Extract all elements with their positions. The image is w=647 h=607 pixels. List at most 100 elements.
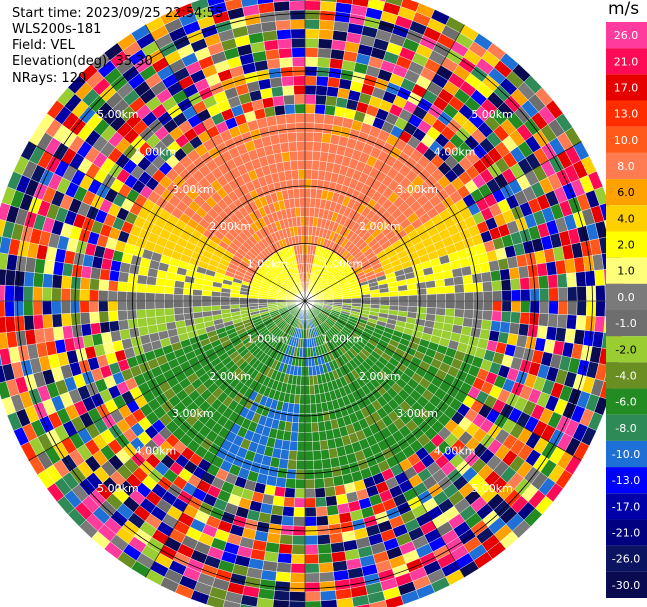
gate-cell (297, 422, 306, 433)
gate-cell (276, 123, 288, 135)
gate-cell (326, 86, 339, 98)
gate-cell (145, 284, 156, 294)
gate-cell (316, 412, 325, 423)
gate-cell (298, 403, 306, 414)
gate-cell (304, 150, 314, 161)
gate-cell (0, 268, 7, 286)
gate-cell (299, 197, 306, 208)
gate-cell (276, 467, 288, 479)
gate-cell (293, 507, 306, 518)
gate-cell (269, 514, 283, 526)
gate-cell (536, 262, 548, 277)
gate-cell (173, 293, 184, 302)
gate-cell (325, 495, 338, 507)
gate-cell (492, 300, 503, 312)
gate-cell (304, 450, 314, 461)
gate-cell (444, 308, 456, 317)
gate-cell (99, 321, 111, 334)
gate-cell (586, 300, 597, 317)
gate-cell (304, 460, 315, 471)
gate-cell (277, 552, 292, 564)
gate-cell (304, 216, 310, 227)
gate-cell (154, 308, 166, 317)
field-label: Field: VEL (12, 38, 75, 53)
gate-cell (304, 600, 322, 607)
range-ring-label: 1.00km (247, 258, 289, 271)
gate-cell (473, 291, 484, 302)
gate-cell (23, 271, 35, 287)
gate-cell (304, 178, 312, 189)
colorbar-tick-label: -30.0 (612, 579, 640, 592)
gate-cell (416, 306, 428, 314)
gate-cell (154, 292, 165, 302)
gate-cell (322, 467, 334, 479)
gate-cell (584, 270, 596, 287)
colorbar-tick-label: 26.0 (614, 29, 639, 42)
gate-cell (304, 572, 320, 583)
gate-cell (287, 459, 297, 470)
gate-cell (272, 95, 285, 107)
gate-cell (482, 290, 493, 302)
gate-cell (294, 488, 306, 499)
gate-cell (312, 440, 321, 452)
gate-cell (42, 287, 53, 302)
gate-cell (426, 300, 437, 309)
gate-cell (299, 385, 306, 396)
gate-cell (282, 85, 295, 96)
colorbar-tick-label: -21.0 (612, 527, 640, 540)
gate-cell (324, 486, 337, 498)
gate-cell (304, 47, 319, 58)
gate-cell (492, 290, 503, 302)
gate-cell (304, 432, 313, 442)
gate-cell (278, 132, 289, 144)
range-ring-label: 2.00km (209, 370, 251, 383)
gate-cell (304, 553, 319, 564)
gate-cell (201, 305, 212, 312)
range-ring-label: 2.00km (359, 220, 401, 233)
gate-cell (32, 286, 43, 302)
gate-cell (318, 552, 333, 564)
gate-cell (576, 300, 587, 316)
gate-cell (304, 366, 310, 377)
gate-cell (317, 543, 332, 555)
gate-cell (290, 563, 306, 574)
gate-cell (192, 306, 203, 313)
gate-cell (310, 178, 318, 190)
range-ring-label: 1.00km (247, 332, 289, 345)
gate-cell (584, 315, 596, 332)
gate-cell (594, 316, 606, 333)
gate-cell (298, 178, 306, 189)
gate-cell (296, 150, 306, 161)
gate-cell (304, 113, 316, 124)
gate-cell (329, 456, 341, 469)
gate-cell (490, 269, 502, 282)
gate-cell (108, 320, 120, 333)
gate-cell (326, 504, 339, 516)
gate-cell (285, 113, 296, 124)
gate-cell (108, 269, 120, 282)
gate-cell (126, 309, 138, 320)
gate-cell (389, 300, 400, 307)
gate-cell (292, 56, 306, 67)
gate-cell (508, 322, 520, 335)
gate-cell (290, 572, 306, 583)
gate-cell (136, 274, 148, 285)
gate-cell (499, 321, 511, 334)
gate-cell (164, 300, 174, 309)
gate-cell (299, 394, 306, 405)
gate-cell (304, 169, 313, 180)
gate-cell (304, 0, 321, 11)
gate-cell (472, 309, 484, 320)
gate-cell (291, 38, 306, 49)
gate-cell (294, 94, 306, 105)
gate-cell (379, 291, 390, 298)
gate-cell (304, 0, 321, 2)
instrument-label: WLS200s-181 (12, 22, 102, 37)
gate-cell (296, 450, 306, 461)
range-ring-label: 1.00km (322, 258, 364, 271)
gate-cell (518, 323, 530, 337)
gate-cell (407, 294, 418, 302)
gate-cell (321, 458, 332, 470)
gate-cell (4, 300, 15, 317)
gate-cell (304, 9, 321, 20)
